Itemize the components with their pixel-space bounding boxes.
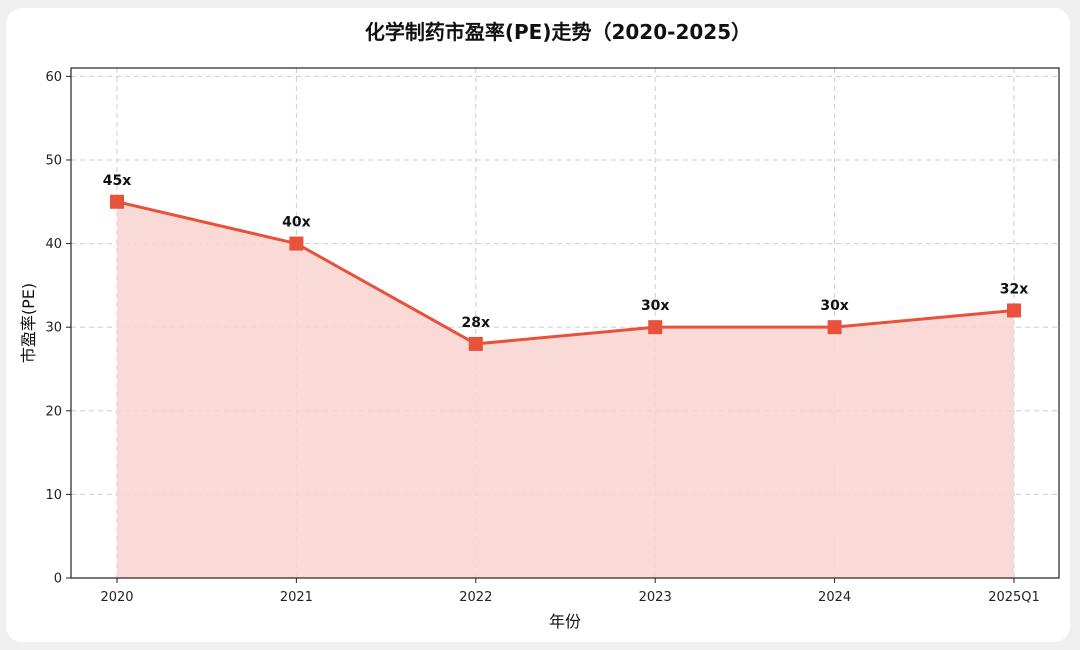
- area-fill-path: [117, 201, 1014, 578]
- data-label: 40x: [282, 215, 311, 231]
- x-tick-label: 2024: [818, 590, 851, 605]
- series-line: [116, 200, 1015, 346]
- y-axis-label: 市盈率(PE): [19, 283, 38, 363]
- data-label: 30x: [641, 298, 670, 314]
- y-tick-label: 20: [45, 404, 62, 419]
- data-label: 45x: [103, 173, 132, 189]
- data-label: 30x: [820, 298, 849, 314]
- data-label: 32x: [1000, 281, 1029, 297]
- plot-frame: [70, 67, 1060, 579]
- data-point-marker: [648, 320, 663, 335]
- data-point-marker: [468, 336, 483, 351]
- y-tick-label: 0: [54, 572, 62, 587]
- x-tick-label: 2025Q1: [988, 590, 1040, 605]
- y-tick-label: 50: [45, 153, 62, 168]
- series-line-layer: [116, 200, 1015, 346]
- area-fill: [117, 201, 1014, 578]
- data-point-marker: [827, 320, 842, 335]
- x-tick-label: 2022: [459, 590, 492, 605]
- y-tick-label: 40: [45, 237, 62, 252]
- y-tick-label: 10: [45, 488, 62, 503]
- data-labels: 45x 40x 28x 30x 30x 32x: [103, 173, 1029, 331]
- x-axis-label: 年份: [549, 612, 581, 631]
- data-point-marker: [289, 236, 304, 251]
- chart-title: 化学制药市盈率(PE)走势（2020-2025）: [365, 20, 751, 44]
- y-axis: 0 10 20 30 40 50 60: [45, 70, 71, 587]
- x-tick-label: 2021: [280, 590, 313, 605]
- y-tick-label: 30: [45, 321, 62, 336]
- x-tick-label: 2023: [639, 590, 672, 605]
- data-label: 28x: [462, 315, 491, 331]
- data-point-marker: [1007, 303, 1021, 318]
- data-point-marker: [110, 194, 124, 209]
- x-axis: 2020 2021 2022 2023 2024 2025Q1: [100, 578, 1040, 605]
- markers: [110, 194, 1021, 351]
- x-tick-label: 2020: [100, 590, 133, 605]
- y-tick-label: 60: [45, 70, 62, 85]
